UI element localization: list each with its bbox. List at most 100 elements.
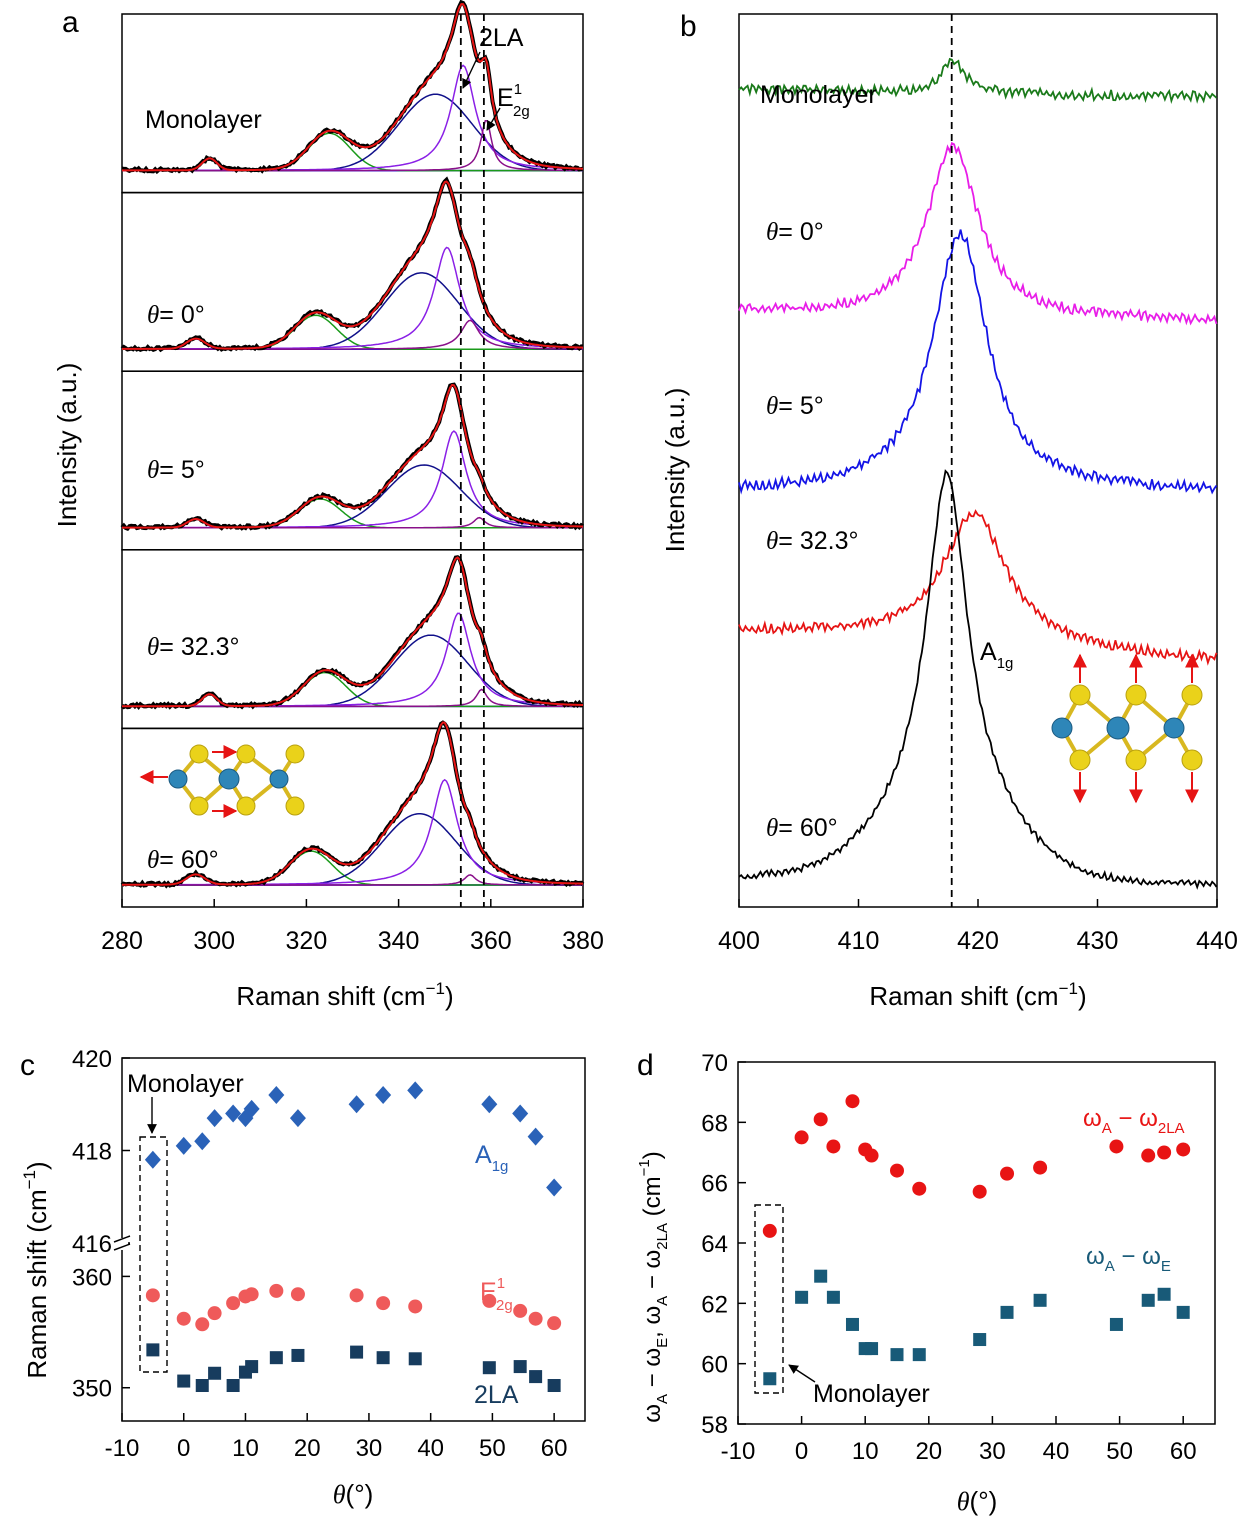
panel-a-e2g-component (122, 119, 583, 172)
panel-d-point-circle (864, 1148, 879, 1163)
panel-d-point-square (826, 1290, 840, 1304)
panel-c-point-circle (528, 1311, 543, 1326)
panel-d-ylabel-part: (cm (639, 1176, 666, 1223)
panel-d-letter: d (637, 1049, 654, 1082)
panel-c-ylabel-sup: −1 (20, 1170, 39, 1189)
panel-a-row-label: θ= 0° (147, 301, 205, 329)
panel-d-point-square (1109, 1317, 1123, 1331)
panel-c-x-tick-label: 30 (356, 1435, 383, 1462)
panel-b-trace-label: Monolayer (760, 81, 877, 109)
panel-d-point-circle (1176, 1142, 1191, 1157)
panel-d-point-circle (1141, 1148, 1156, 1163)
panel-c-point-circle (349, 1288, 364, 1303)
panel-c-x-tick-label: 40 (417, 1435, 444, 1462)
panel-d-ylabel-part: − ω (639, 1250, 666, 1296)
panel-b-xlabel-end: ) (1078, 981, 1087, 1011)
panel-c-xlabel-sym: θ (333, 1480, 346, 1509)
panel-c-x-tick-label: 50 (479, 1435, 506, 1462)
label-part: A (1102, 1120, 1112, 1137)
panel-b-x-tick-label: 440 (1196, 927, 1238, 955)
panel-a-fit-curve (122, 383, 583, 529)
panel-d-xlabel: θ(°) (957, 1486, 998, 1516)
panel-c-xlabel: θ(°) (333, 1479, 374, 1509)
panel-a-xlabel-main: Raman shift (cm (236, 981, 425, 1011)
panel-d-point-circle (845, 1094, 860, 1109)
panel-a-row-frame (121, 727, 584, 908)
panel-a-fit-curve (122, 721, 583, 886)
panel-a-xlabel-end: ) (445, 981, 454, 1011)
panel-b-trace (738, 57, 1218, 105)
panel-c-point-circle (269, 1283, 284, 1298)
panel-a-row-label-text: = 5° (159, 456, 204, 484)
panel-c-y-tick-label: 360 (72, 1264, 112, 1291)
panel-b-trace (738, 469, 1218, 890)
panel-b-trace-label-symbol: θ (766, 815, 778, 842)
panel-c-point-diamond (546, 1178, 563, 1197)
panel-d-ylabel-part: , ω (639, 1306, 666, 1338)
panel-c-point-square (245, 1360, 259, 1374)
panel-a-curves (120, 0, 585, 889)
panel-d-point-square (845, 1317, 859, 1331)
panel-a-x-ticks: 280 300 320 340 360 380 (101, 899, 604, 955)
panel-c-ticks: -10 0 10 20 30 40 50 60 420 418 416 360 350 (72, 1046, 568, 1462)
panel-c-point-square (350, 1345, 364, 1359)
panel-d-point-circle (1109, 1139, 1124, 1154)
panel-a-fit-curve (122, 3, 584, 172)
panel-c-point-diamond (375, 1086, 392, 1104)
panel-c-y-tick-label: 350 (72, 1376, 112, 1403)
panel-d-point-square (1000, 1305, 1014, 1319)
panel-c-label-a1g-sub: 1g (492, 1158, 509, 1175)
panel-d-point-circle (762, 1223, 777, 1238)
panel-a-ylabel: Intensity (a.u.) (52, 363, 82, 528)
panel-d-ticks: -10 0 10 20 30 40 50 60 58 60 62 64 66 68 70 (701, 1050, 1196, 1465)
panel-c-point-circle (195, 1317, 210, 1332)
panel-c-point-square (482, 1361, 496, 1375)
panel-c-point-diamond (175, 1136, 192, 1155)
panel-d-point-square (763, 1372, 777, 1386)
panel-d-ylabel-part: ω (639, 1404, 666, 1423)
panel-d-x-tick-label: 10 (852, 1438, 879, 1465)
panel-a-e2g-component (122, 319, 583, 350)
panel-d-point-square (1176, 1305, 1190, 1319)
panel-d-point-square (912, 1348, 926, 1362)
panel-d-label-top: ωA − ω2LA (1083, 1105, 1185, 1137)
panel-d-y-tick-label: 70 (701, 1050, 728, 1077)
panel-d-point-circle (794, 1130, 809, 1145)
panel-a-x-tick-label: 300 (193, 927, 235, 955)
annot-a1g: A1g (980, 638, 1013, 672)
panel-d-point-square (865, 1342, 879, 1356)
panel-c-point-diamond (407, 1081, 424, 1100)
panel-b-frame (738, 13, 1218, 908)
panel-a-row-label: Monolayer (145, 106, 262, 134)
panel-a-e2g-component (122, 688, 583, 708)
panel-a-fit-curve (122, 180, 584, 350)
panel-a-row-label-text: Monolayer (145, 106, 262, 134)
panel-b-trace-label: θ= 5° (766, 392, 824, 420)
panel-c-y-tick-label: 420 (72, 1046, 112, 1073)
panel-d-point-circle (1033, 1160, 1048, 1175)
panel-d-xlabel-sym: θ (957, 1487, 970, 1516)
panel-c-ylabel-end: ) (22, 1161, 52, 1170)
panel-c-label-a1g: A1g (475, 1141, 508, 1175)
panel-d-point-square (795, 1290, 809, 1304)
panel-c-point-square (529, 1370, 543, 1384)
panel-b-trace-label-symbol: θ (766, 219, 778, 246)
panel-b-trace-label-text: = 0° (778, 218, 823, 246)
panel-c-point-circle (207, 1306, 222, 1321)
panel-c-point-square (269, 1351, 283, 1365)
panel-d-x-tick-label: -10 (721, 1438, 756, 1465)
panel-d-point-circle (1000, 1166, 1015, 1181)
panel-c-points (144, 1081, 563, 1393)
panel-a-e2g-component (122, 516, 583, 529)
panel-c-monolayer-box (139, 1136, 168, 1373)
panel-d-x-tick-label: 40 (1043, 1438, 1070, 1465)
panel-c-label-e2g-main: E (480, 1278, 497, 1306)
axis-break (113, 1235, 131, 1251)
annot-e2g-arrow (486, 107, 501, 131)
panel-d-ylabel: ωA − ωE, ωA − ω2LA (cm−1) (636, 1151, 671, 1423)
panel-d-y-tick-label: 58 (701, 1412, 728, 1439)
panel-c-ylabel-main: Raman shift (cm (22, 1189, 52, 1378)
panel-a-row-label-symbol: θ (147, 457, 159, 484)
panel-d-x-tick-label: 0 (795, 1438, 808, 1465)
panel-b-x-ticks: 400 410 420 430 440 (718, 899, 1238, 955)
